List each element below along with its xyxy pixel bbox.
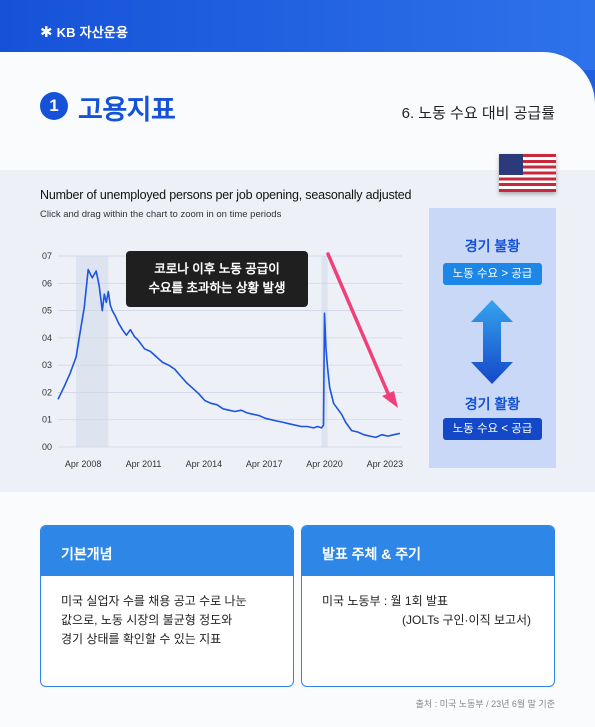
callout-line-2: 수요를 초과하는 상황 발생	[148, 281, 286, 295]
publisher-card-body: 미국 노동부 : 월 1회 발표 (JOLTs 구인·이직 보고서)	[302, 576, 554, 630]
concept-line-3: 경기 상태를 확인할 수 있는 지표	[61, 632, 222, 646]
concept-line-2: 값으로, 노동 시장의 불균형 정도와	[61, 613, 233, 627]
double-arrow-icon	[471, 300, 513, 384]
logo: ✱ KB 자산운용	[40, 22, 128, 41]
series-line	[57, 268, 401, 439]
x-tick-label: Apr 2017	[246, 459, 283, 469]
indicator-subtitle: 6. 노동 수요 대비 공급률	[401, 105, 555, 122]
decline-arrow	[326, 252, 392, 400]
boom-pill: 노동 수요 < 공급	[443, 418, 542, 440]
section-number-badge: 1	[40, 92, 68, 120]
flag-canton	[499, 154, 523, 175]
us-flag-icon	[499, 154, 556, 192]
y-tick-label: 00	[42, 442, 52, 452]
recession-shade-0	[76, 256, 109, 447]
chart-title: Number of unemployed persons per job ope…	[40, 188, 412, 202]
section-title: 고용지표	[78, 95, 176, 125]
chart-subtitle: Click and drag within the chart to zoom …	[40, 209, 282, 220]
decline-arrow-head	[382, 391, 398, 408]
publisher-org: 미국 노동부 : 월 1회 발표	[322, 594, 449, 608]
source-note: 출처 : 미국 노동부 / 23년 6월 말 기준	[415, 699, 555, 709]
concept-card-title: 기본개념	[41, 526, 293, 576]
y-tick-label: 07	[42, 251, 52, 261]
line-chart[interactable]: 00 01 02 03 04 05 06 07 Apr 2008 Apr 2011 Apr 2014…	[30, 240, 410, 475]
recession-label: 경기 불황	[464, 238, 521, 254]
kb-star-icon: ✱	[40, 22, 53, 41]
y-tick-label: 03	[42, 360, 52, 370]
side-panel: 경기 불황 노동 수요 > 공급 경기 활황 노동 수요 < 공급	[429, 208, 556, 468]
concept-card: 기본개념 미국 실업자 수를 채용 공고 수로 나눈 값으로, 노동 시장의 불…	[40, 525, 294, 687]
y-tick-label: 05	[42, 306, 52, 316]
x-tick-label: Apr 2008	[65, 459, 102, 469]
covid-callout: 코로나 이후 노동 공급이 수요를 초과하는 상황 발생	[126, 251, 308, 307]
publisher-card-title: 발표 주체 & 주기	[302, 526, 554, 576]
x-tick-label: Apr 2014	[186, 459, 223, 469]
x-tick-label: Apr 2011	[126, 459, 162, 469]
x-tick-label: Apr 2023	[367, 459, 404, 469]
concept-line-1: 미국 실업자 수를 채용 공고 수로 나눈	[61, 594, 247, 608]
publisher-card: 발표 주체 & 주기 미국 노동부 : 월 1회 발표 (JOLTs 구인·이직…	[301, 525, 555, 687]
boom-label: 경기 활황	[464, 396, 521, 412]
y-tick-label: 06	[42, 278, 52, 288]
brand-name: KB 자산운용	[56, 25, 129, 40]
y-tick-label: 04	[42, 333, 52, 343]
callout-line-1: 코로나 이후 노동 공급이	[154, 262, 280, 276]
recession-pill: 노동 수요 > 공급	[443, 263, 542, 285]
y-tick-label: 02	[42, 387, 52, 397]
y-tick-label: 01	[42, 415, 52, 425]
x-tick-label: Apr 2020	[306, 459, 343, 469]
concept-card-body: 미국 실업자 수를 채용 공고 수로 나눈 값으로, 노동 시장의 불균형 정도…	[41, 576, 293, 649]
publication-name: (JOLTs 구인·이직 보고서)	[402, 613, 532, 627]
